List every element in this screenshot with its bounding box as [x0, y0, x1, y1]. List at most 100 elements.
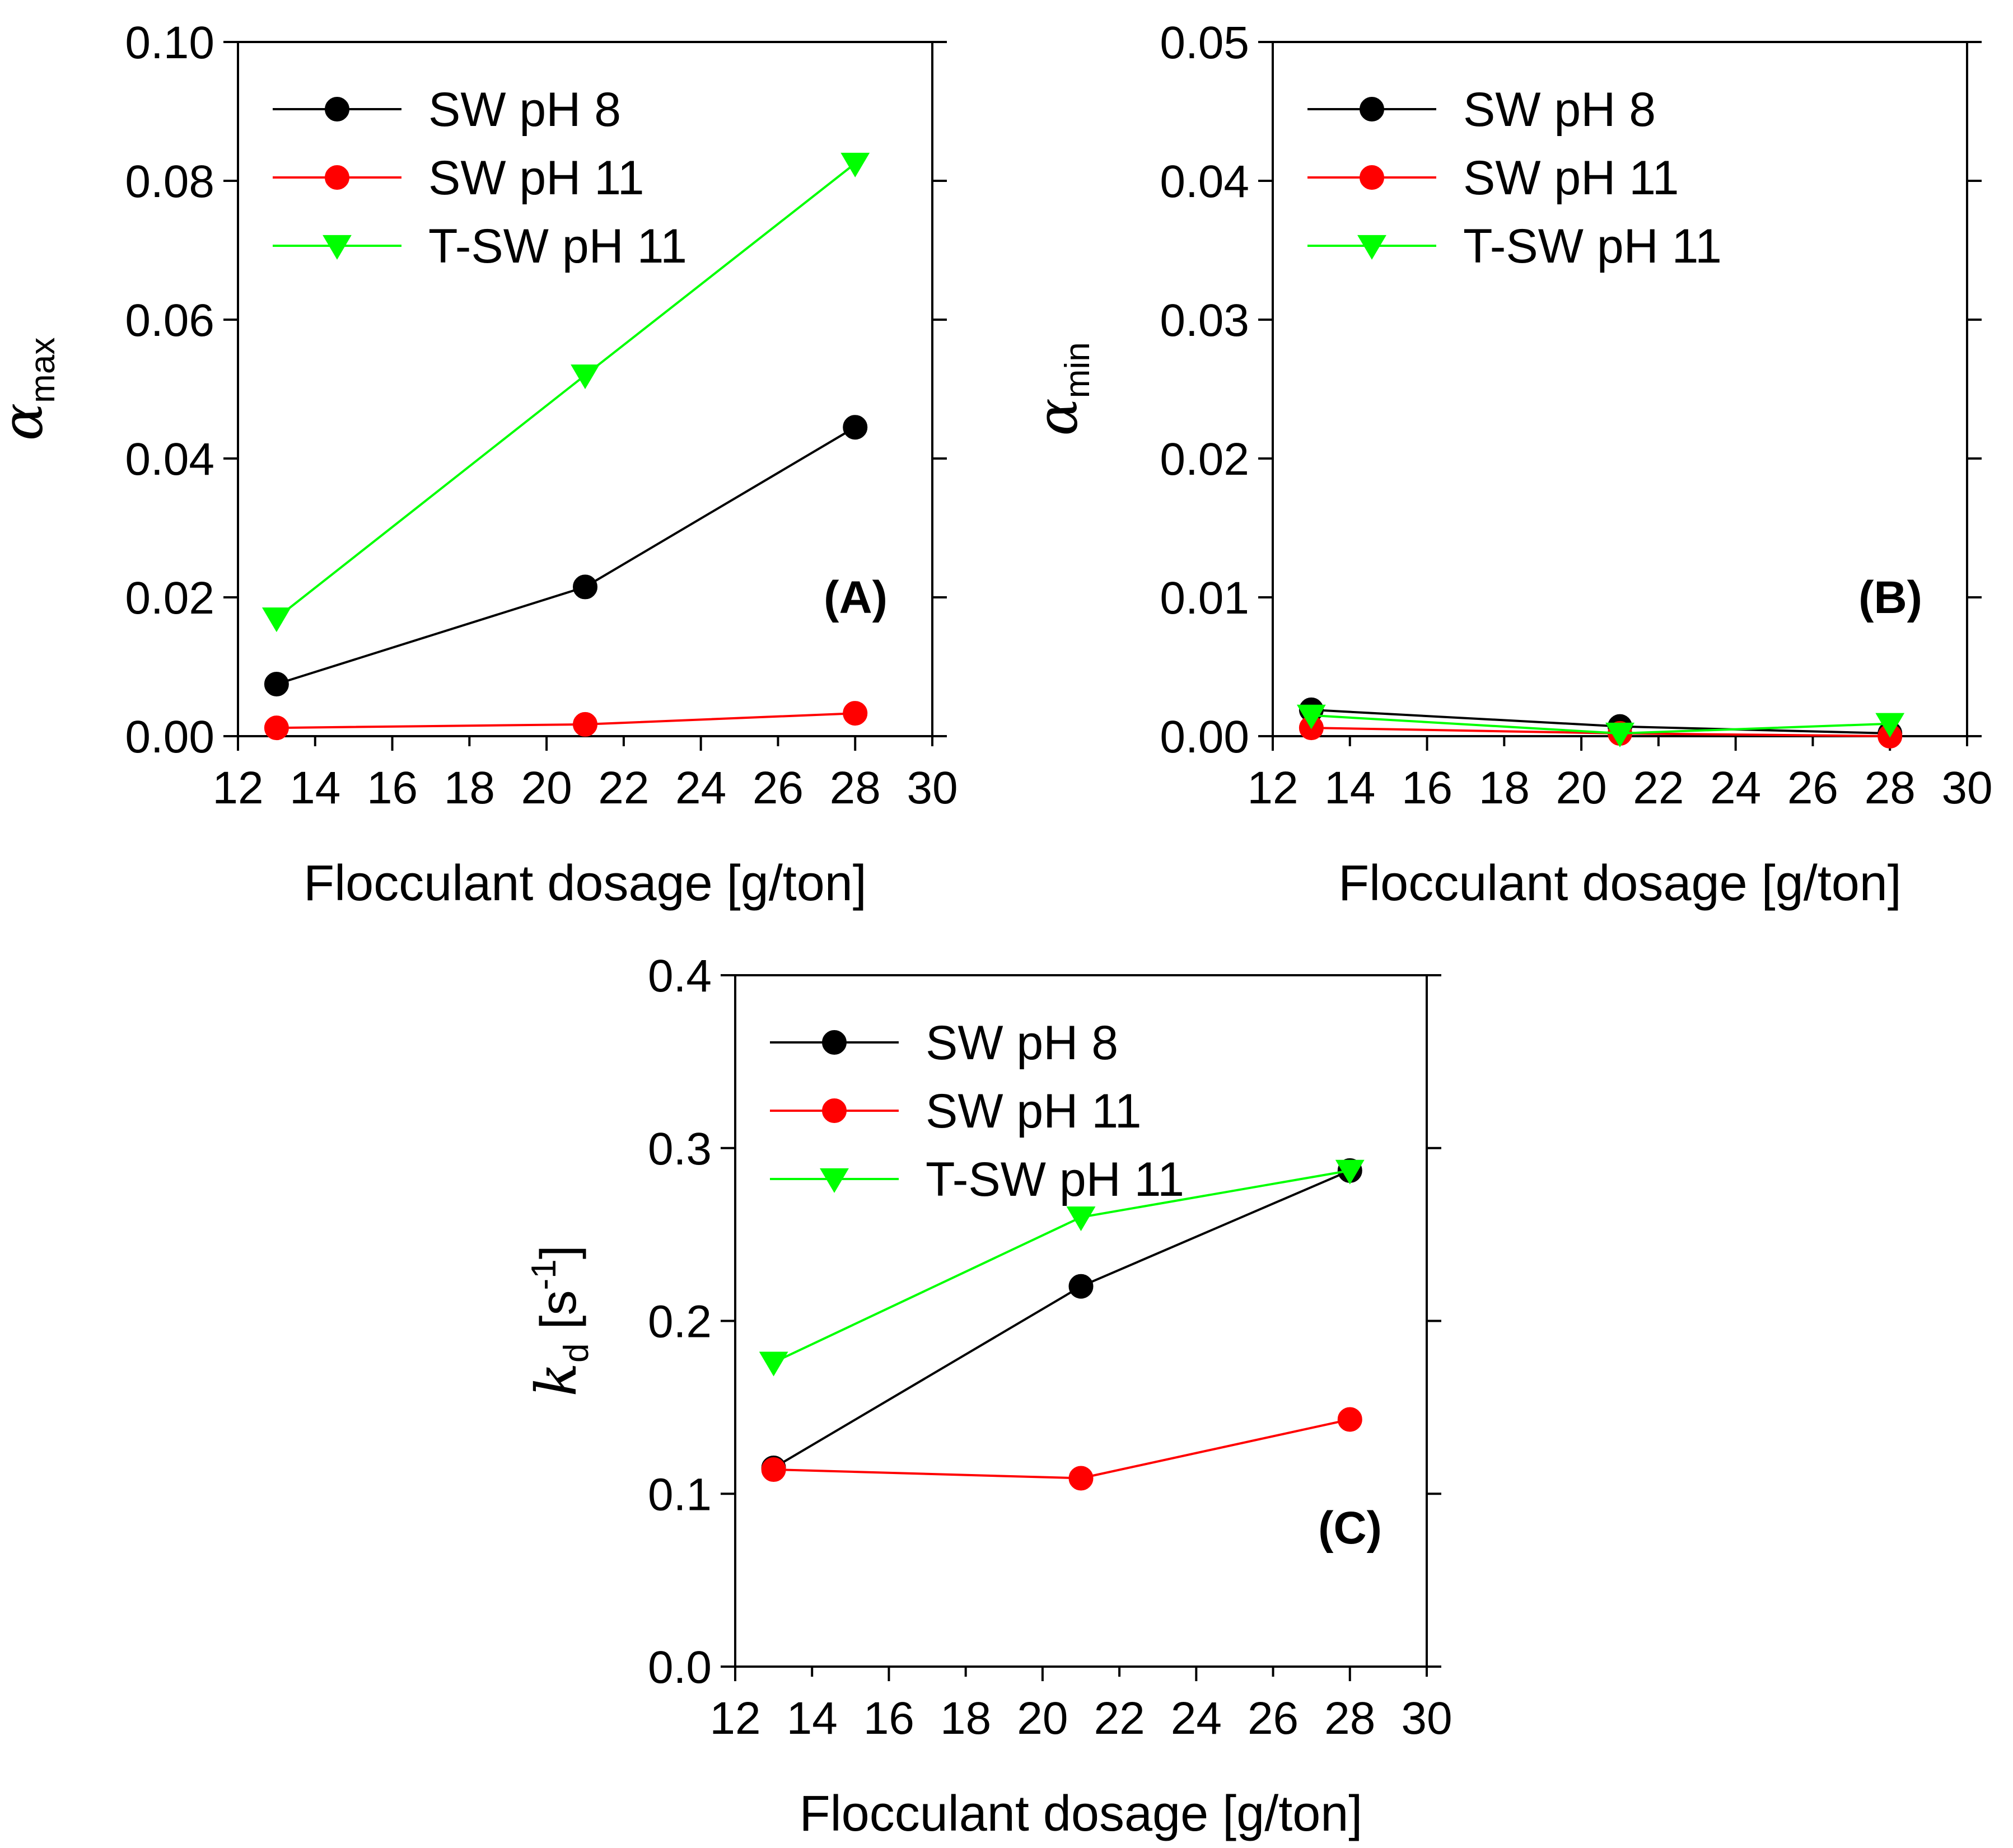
legend-label: SW pH 8: [428, 83, 621, 137]
legend-label: SW pH 11: [926, 1084, 1142, 1138]
x-tick-label: 16: [863, 1693, 914, 1744]
x-tick-label: 16: [367, 762, 418, 813]
data-point: [1605, 722, 1634, 747]
y-tick-label: 0.04: [1160, 156, 1249, 207]
x-tick-label: 26: [1248, 1693, 1299, 1744]
x-tick-label: 12: [1247, 762, 1298, 813]
x-tick-label: 22: [1094, 1693, 1145, 1744]
chart-panel-1: 12 14 16 18 20 22 24 26 28 30 0.00 0.02 0.04 0.06 0.08…: [0, 17, 958, 911]
y-axis-unit-superscript: -1: [525, 1259, 563, 1290]
y-axis-subscript: min: [1058, 342, 1097, 398]
legend-label: SW pH 11: [428, 151, 644, 205]
x-tick-label: 14: [1324, 762, 1375, 813]
panel-label: (A): [824, 572, 888, 623]
x-tick-label: 20: [1017, 1693, 1068, 1744]
legend-marker: [1360, 97, 1384, 121]
x-tick-label: 20: [1556, 762, 1607, 813]
y-tick-label: 0.08: [125, 156, 214, 207]
legend-marker: [820, 1168, 849, 1193]
legend-marker: [325, 97, 349, 121]
legend: SW pH 8 SW pH 11 T-SW pH 11: [770, 1016, 1184, 1206]
series-line: [773, 1169, 1351, 1469]
y-axis-symbol: α: [1025, 398, 1090, 436]
x-tick-label: 26: [1787, 762, 1838, 813]
data-point: [1068, 1466, 1094, 1491]
legend-marker: [1357, 235, 1386, 260]
series-3: [759, 1159, 1365, 1377]
x-axis-title: Flocculant dosage [g/ton]: [800, 1786, 1363, 1842]
legend-label: SW pH 8: [926, 1016, 1118, 1070]
data-point: [843, 701, 868, 726]
legend-marker: [323, 235, 352, 260]
data-point: [1068, 1274, 1094, 1299]
series-1: [761, 1158, 1362, 1480]
legend-label: SW pH 11: [1463, 151, 1679, 205]
panel-label: (B): [1858, 572, 1922, 623]
x-tick-label: 24: [1171, 1693, 1222, 1744]
x-tick-label: 20: [521, 762, 572, 813]
data-point: [264, 715, 289, 741]
y-axis-title: kd [s-1]: [524, 1245, 596, 1396]
legend-label: SW pH 8: [1463, 83, 1656, 137]
series-line: [276, 712, 856, 729]
x-axis-title: Flocculant dosage [g/ton]: [1338, 855, 1902, 911]
data-point: [573, 712, 597, 737]
series-1: [264, 415, 868, 696]
legend-marker: [822, 1098, 847, 1123]
x-tick-label: 24: [675, 762, 726, 813]
legend-label: T-SW pH 11: [1463, 219, 1722, 273]
legend-marker: [1360, 165, 1384, 190]
y-tick-label: 0.02: [1160, 434, 1249, 485]
y-tick-label: 0.06: [125, 295, 214, 346]
x-tick-label: 22: [1633, 762, 1684, 813]
x-tick-label: 14: [289, 762, 340, 813]
data-point: [1335, 1159, 1365, 1185]
data-point: [1337, 1407, 1362, 1432]
data-point: [761, 1457, 786, 1482]
plot-frame: [1272, 41, 1968, 737]
legend-label: T-SW pH 11: [428, 219, 687, 273]
panel-label: (C): [1318, 1503, 1382, 1554]
x-axis-title: Flocculant dosage [g/ton]: [303, 855, 867, 911]
series-2: [1299, 715, 1903, 748]
x-tick-label: 30: [907, 762, 958, 813]
y-tick-label: 0.03: [1160, 295, 1249, 346]
series-2: [264, 701, 868, 741]
x-tick-label: 12: [212, 762, 263, 813]
x-tick-label: 18: [444, 762, 495, 813]
x-tick-label: 28: [830, 762, 881, 813]
data-point: [840, 152, 870, 177]
data-point: [1875, 713, 1905, 738]
x-tick-label: 14: [787, 1693, 838, 1744]
y-tick-label: 0.01: [1160, 573, 1249, 624]
y-tick-label: 0.0: [648, 1642, 712, 1693]
x-tick-label: 24: [1710, 762, 1761, 813]
data-point: [573, 574, 597, 600]
series-3: [1296, 704, 1905, 747]
data-point: [571, 364, 600, 390]
x-tick-label: 30: [1401, 1693, 1452, 1744]
data-point: [261, 607, 291, 633]
legend-label: T-SW pH 11: [926, 1153, 1184, 1206]
y-tick-label: 0.02: [125, 573, 214, 624]
x-tick-label: 28: [1865, 762, 1916, 813]
y-tick-label: 0.3: [648, 1124, 712, 1175]
series-1: [1299, 697, 1903, 746]
data-point: [759, 1351, 788, 1377]
chart-panel-3: 12 14 16 18 20 22 24 26 28 30 0.0 0.1 0.2 0.3 0.4 Flocc…: [524, 951, 1452, 1842]
y-tick-label: 0.00: [125, 712, 214, 762]
series-line: [276, 426, 856, 685]
x-tick-label: 18: [940, 1693, 991, 1744]
y-axis-title: αmin: [1025, 342, 1097, 436]
y-axis-unit-end: ]: [531, 1245, 587, 1259]
x-tick-label: 30: [1941, 762, 1992, 813]
y-tick-label: 0.00: [1160, 712, 1249, 762]
series-2: [761, 1407, 1362, 1491]
x-tick-label: 22: [598, 762, 649, 813]
data-point: [843, 415, 868, 440]
y-axis-subscript: max: [24, 338, 62, 403]
y-axis-unit: [s: [531, 1290, 587, 1344]
x-tick-label: 18: [1479, 762, 1530, 813]
y-axis-symbol: α: [0, 403, 55, 441]
